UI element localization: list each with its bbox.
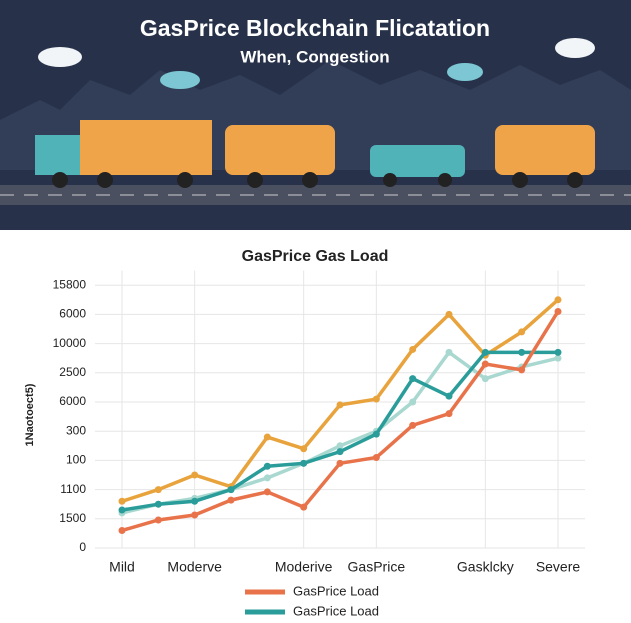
point — [409, 345, 417, 353]
x-tick-label: Moderive — [275, 559, 333, 575]
point — [409, 375, 417, 383]
y-tick-label: 1100 — [60, 482, 86, 496]
y-tick-label: 300 — [66, 423, 86, 437]
point — [372, 395, 380, 403]
point — [336, 442, 344, 450]
y-axis-label: 1Naotoect5) — [24, 383, 36, 446]
y-tick-label: 10000 — [53, 336, 87, 350]
trucks — [35, 120, 595, 188]
point — [118, 506, 126, 514]
point — [227, 486, 235, 494]
point — [191, 511, 199, 519]
point — [554, 307, 562, 315]
point — [518, 348, 526, 356]
point — [336, 459, 344, 467]
point — [336, 401, 344, 409]
point — [118, 526, 126, 534]
point — [481, 348, 489, 356]
point — [409, 421, 417, 429]
point — [191, 497, 199, 505]
point — [263, 488, 271, 496]
point — [263, 462, 271, 470]
y-tick-label: 6000 — [59, 394, 86, 408]
point — [300, 503, 308, 511]
point — [554, 354, 562, 362]
point — [300, 445, 308, 453]
point — [300, 459, 308, 467]
point — [445, 310, 453, 318]
point — [263, 474, 271, 482]
y-tick-label: 15800 — [53, 277, 87, 291]
legend-label: GasPrice Load — [293, 583, 379, 598]
point — [372, 430, 380, 438]
point — [227, 496, 235, 504]
y-tick-label: 0 — [79, 540, 86, 554]
point — [445, 410, 453, 418]
point — [481, 360, 489, 368]
point — [118, 497, 126, 505]
x-tick-label: Mild — [109, 559, 135, 575]
point — [409, 398, 417, 406]
x-tick-label: Gasklcky — [457, 559, 514, 575]
point — [554, 296, 562, 304]
clouds — [38, 38, 595, 67]
point — [154, 500, 162, 508]
point — [481, 375, 489, 383]
y-tick-label: 6000 — [59, 307, 86, 321]
y-tick-label: 1500 — [59, 511, 86, 525]
point — [445, 392, 453, 400]
x-tick-label: GasPrice — [348, 559, 406, 575]
x-tick-label: Severe — [536, 559, 581, 575]
x-tick-label: Moderve — [167, 559, 222, 575]
legend-label: GasPrice Load — [293, 603, 379, 618]
point — [554, 348, 562, 356]
point — [445, 348, 453, 356]
point — [154, 516, 162, 524]
y-tick-label: 2500 — [59, 365, 86, 379]
point — [191, 471, 199, 479]
banner-title: GasPrice Blockchain Flicatation — [140, 15, 490, 41]
point — [518, 328, 526, 336]
clouds-teal — [160, 63, 483, 89]
chart-bg — [0, 230, 631, 623]
point — [518, 366, 526, 374]
point — [154, 486, 162, 494]
chart-title: GasPrice Gas Load — [242, 248, 389, 265]
banner-subtitle: When, Congestion — [240, 47, 389, 66]
y-tick-label: 100 — [66, 453, 86, 467]
point — [336, 448, 344, 456]
point — [372, 453, 380, 461]
point — [263, 433, 271, 441]
